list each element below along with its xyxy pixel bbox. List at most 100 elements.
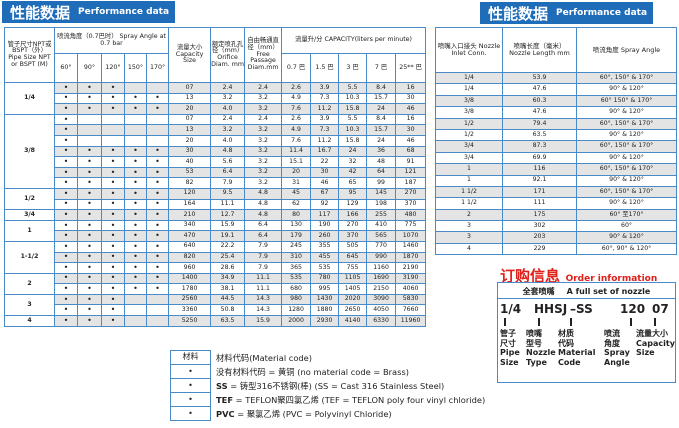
- table-row: 3 302 60°: [435, 220, 677, 233]
- table-row: • 13 3.2 3.2 4.9 7.3 10.3 15.7 30: [5, 124, 427, 136]
- header-capacity: 流量升/分 CAPACITY(liters per minute): [281, 27, 427, 54]
- capacity-cell: 15.8: [338, 134, 368, 147]
- angle-dot: •: [77, 156, 102, 168]
- capacity-size-cell: 20: [168, 103, 212, 115]
- capacity-cell: 10.3: [338, 124, 368, 136]
- capacity-cell: 1405: [338, 283, 368, 295]
- angle-dot: •: [101, 156, 125, 168]
- inlet-cell: 1/2: [435, 117, 503, 130]
- angle-dot: •: [77, 283, 102, 295]
- capacity-cell: 24: [366, 134, 397, 147]
- capacity-cell: 535: [281, 272, 312, 285]
- length-cell: 203: [502, 231, 577, 244]
- angle-dot: •: [145, 251, 170, 264]
- angle-dot: •: [145, 166, 170, 179]
- table-row: 1/4 47.6 90° & 120°: [435, 83, 677, 96]
- angle-cell: 60°, 90° & 120°: [576, 242, 677, 256]
- angle-dot: •: [101, 240, 125, 253]
- capacity-cell: 68: [395, 145, 427, 158]
- orifice-cell: 50.8: [210, 304, 246, 317]
- angle-empty: [101, 134, 125, 147]
- capacity-cell: 455: [310, 251, 340, 264]
- capacity-cell: 121: [395, 166, 427, 179]
- order-code-part: 1/4: [500, 302, 522, 316]
- material-dot: •: [170, 406, 211, 421]
- angle-dot: •: [77, 293, 102, 306]
- capacity-size-cell: 1780: [168, 283, 212, 295]
- inlet-cell: 2: [435, 208, 503, 222]
- capacity-cell: 46: [395, 103, 427, 115]
- free-passage-cell: 2.4: [244, 82, 283, 94]
- capacity-cell: 92: [310, 198, 340, 211]
- angle-dot: •: [124, 177, 147, 189]
- capacity-cell: 7.6: [281, 134, 312, 147]
- header-angle: 60°: [54, 53, 78, 83]
- angle-dot: •: [77, 304, 102, 317]
- capacity-cell: 2190: [395, 262, 427, 274]
- angle-empty: [145, 134, 170, 147]
- angle-dot: •: [77, 219, 102, 232]
- material-item-ss: SS = 铸型316不锈钢(棒) (SS = Cast 316 Stainles…: [216, 381, 445, 391]
- length-cell: 92.1: [502, 174, 577, 187]
- order-part-label: 流量大小 Capacity Size: [636, 329, 675, 358]
- inlet-cell: 3/4: [435, 151, 503, 165]
- angle-dot: •: [54, 103, 78, 115]
- angle-empty: [77, 134, 102, 147]
- angle-dot: •: [101, 219, 125, 232]
- angle-dot: •: [101, 283, 125, 295]
- capacity-cell: 3.9: [310, 82, 340, 94]
- table-row: • • • • • 20 4.0 3.2 7.6 11.2 15.8 24 46: [5, 103, 427, 115]
- capacity-cell: 145: [366, 187, 397, 200]
- angle-dot: •: [124, 187, 147, 200]
- order-title-en: Order information: [565, 274, 658, 284]
- angle-dot: •: [124, 156, 147, 168]
- order-code-part: HHSJ: [534, 302, 568, 316]
- free-passage-cell: 7.9: [244, 262, 283, 274]
- angle-dot: •: [101, 198, 125, 211]
- free-passage-cell: 2.4: [244, 113, 283, 126]
- pipe-size-cell: 3: [4, 293, 55, 317]
- inlet-cell: 1 1/2: [435, 185, 503, 199]
- angle-cell: 60°, 150° & 170°: [576, 163, 677, 176]
- capacity-cell: 3090: [366, 293, 397, 306]
- capacity-size-cell: 2560: [168, 293, 212, 306]
- header-pressure: 7 巴: [366, 53, 397, 83]
- free-passage-cell: 4.8: [244, 209, 283, 221]
- angle-dot: •: [145, 198, 170, 211]
- performance-data-banner-right: 性能数据 Performance data: [480, 2, 653, 24]
- header-free-passage: 自由畅通直径（mm） Free Passage Diam.mm: [244, 27, 283, 83]
- capacity-size-cell: 120: [168, 187, 212, 200]
- performance-table: 管子尺寸NPT或BSPT（外） Pipe Size NPT or BSPT (M…: [4, 27, 427, 327]
- angle-dot: •: [101, 251, 125, 264]
- orifice-cell: 3.2: [210, 124, 246, 136]
- capacity-cell: 1880: [310, 304, 340, 317]
- angle-dot: •: [77, 103, 102, 115]
- capacity-cell: 505: [338, 240, 368, 253]
- inlet-cell: 3/8: [435, 94, 503, 108]
- capacity-cell: 365: [281, 262, 312, 274]
- table-row: 1 92.1 90° & 120°: [435, 174, 677, 187]
- header-pressure: 0.7 巴: [281, 53, 312, 83]
- angle-empty: [124, 113, 147, 126]
- capacity-cell: 2020: [338, 293, 368, 306]
- angle-empty: [145, 124, 170, 136]
- angle-dot: •: [124, 198, 147, 211]
- length-cell: 47.6: [502, 106, 577, 119]
- angle-dot: •: [101, 177, 125, 189]
- orifice-cell: 63.5: [210, 315, 246, 327]
- angle-dot: •: [145, 177, 170, 189]
- angle-empty: [145, 293, 170, 306]
- inlet-cell: 3/4: [435, 140, 503, 153]
- capacity-cell: 46: [310, 177, 340, 189]
- free-passage-cell: 14.3: [244, 293, 283, 306]
- angle-dot: •: [77, 272, 102, 285]
- capacity-cell: 1690: [366, 272, 397, 285]
- capacity-cell: 16: [395, 113, 427, 126]
- table-row: • • • • • 82 7.9 3.2 31 46 65 99 187: [5, 177, 427, 189]
- table-row: 3/8 60.3 60° 150° & 170°: [435, 94, 677, 108]
- header-spray-angle: 喷流角度 Spray Angle: [576, 27, 677, 73]
- capacity-size-cell: 20: [168, 134, 212, 147]
- capacity-size-cell: 820: [168, 251, 212, 264]
- order-tick-line: [570, 318, 572, 326]
- capacity-cell: 680: [281, 283, 312, 295]
